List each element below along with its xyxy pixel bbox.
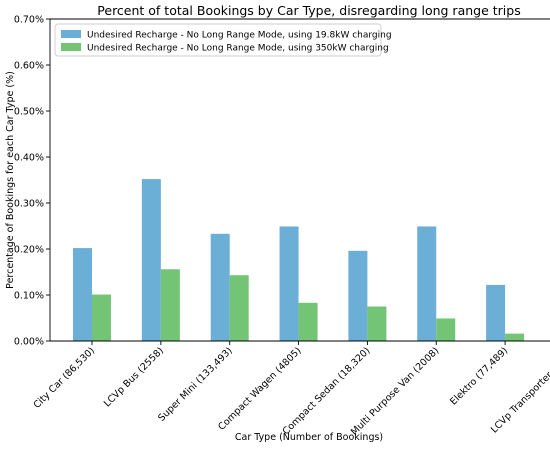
y-tick-label-5: 0.40% bbox=[14, 153, 44, 164]
legend-box bbox=[54, 23, 382, 57]
bar-series1-5 bbox=[348, 250, 368, 341]
y-tick-label-6: 0.50% bbox=[14, 107, 44, 118]
y-tick-label-1: 0.00% bbox=[14, 337, 44, 348]
x-axis-label: Car Type (Number of Bookings) bbox=[235, 432, 383, 443]
bar-series2-4 bbox=[298, 302, 318, 341]
bar-series2-7 bbox=[505, 333, 525, 341]
y-tick-label-2: 0.10% bbox=[14, 291, 44, 302]
x-tick-label-2: LCVp Bus (2558) bbox=[102, 345, 166, 409]
y-tick-label-8: 0.70% bbox=[14, 15, 44, 26]
bar-series1-6 bbox=[417, 226, 437, 341]
legend-swatch-2 bbox=[61, 43, 81, 51]
y-tick-label-3: 0.20% bbox=[14, 245, 44, 256]
bar-series1-3 bbox=[210, 233, 230, 341]
y-axis-label: Percentage of Bookings for each Car Type… bbox=[5, 71, 16, 289]
chart-title: Percent of total Bookings by Car Type, d… bbox=[97, 3, 520, 18]
y-tick-label-4: 0.30% bbox=[14, 199, 44, 210]
legend-label-2: Undesired Recharge - No Long Range Mode,… bbox=[87, 44, 389, 54]
bar-series1-4 bbox=[279, 226, 299, 341]
legend-swatch-1 bbox=[61, 30, 81, 38]
x-tick-label-1: City Car (86,530) bbox=[32, 345, 98, 411]
bar-series2-5 bbox=[367, 306, 387, 341]
bar-series2-3 bbox=[229, 275, 249, 341]
x-tick-label-3: Super Mini (133,493) bbox=[156, 345, 235, 424]
y-tick-label-7: 0.60% bbox=[14, 61, 44, 72]
bar-series2-6 bbox=[436, 318, 456, 341]
legend-label-1: Undesired Recharge - No Long Range Mode,… bbox=[87, 31, 392, 41]
x-tick-label-7: Elektro (77,489) bbox=[448, 345, 510, 407]
bar-series2-2 bbox=[160, 269, 180, 341]
bar-series2-1 bbox=[92, 294, 111, 341]
bar-series1-2 bbox=[141, 179, 161, 341]
bar-series1-7 bbox=[486, 284, 506, 341]
bar-series1-1 bbox=[73, 248, 92, 341]
